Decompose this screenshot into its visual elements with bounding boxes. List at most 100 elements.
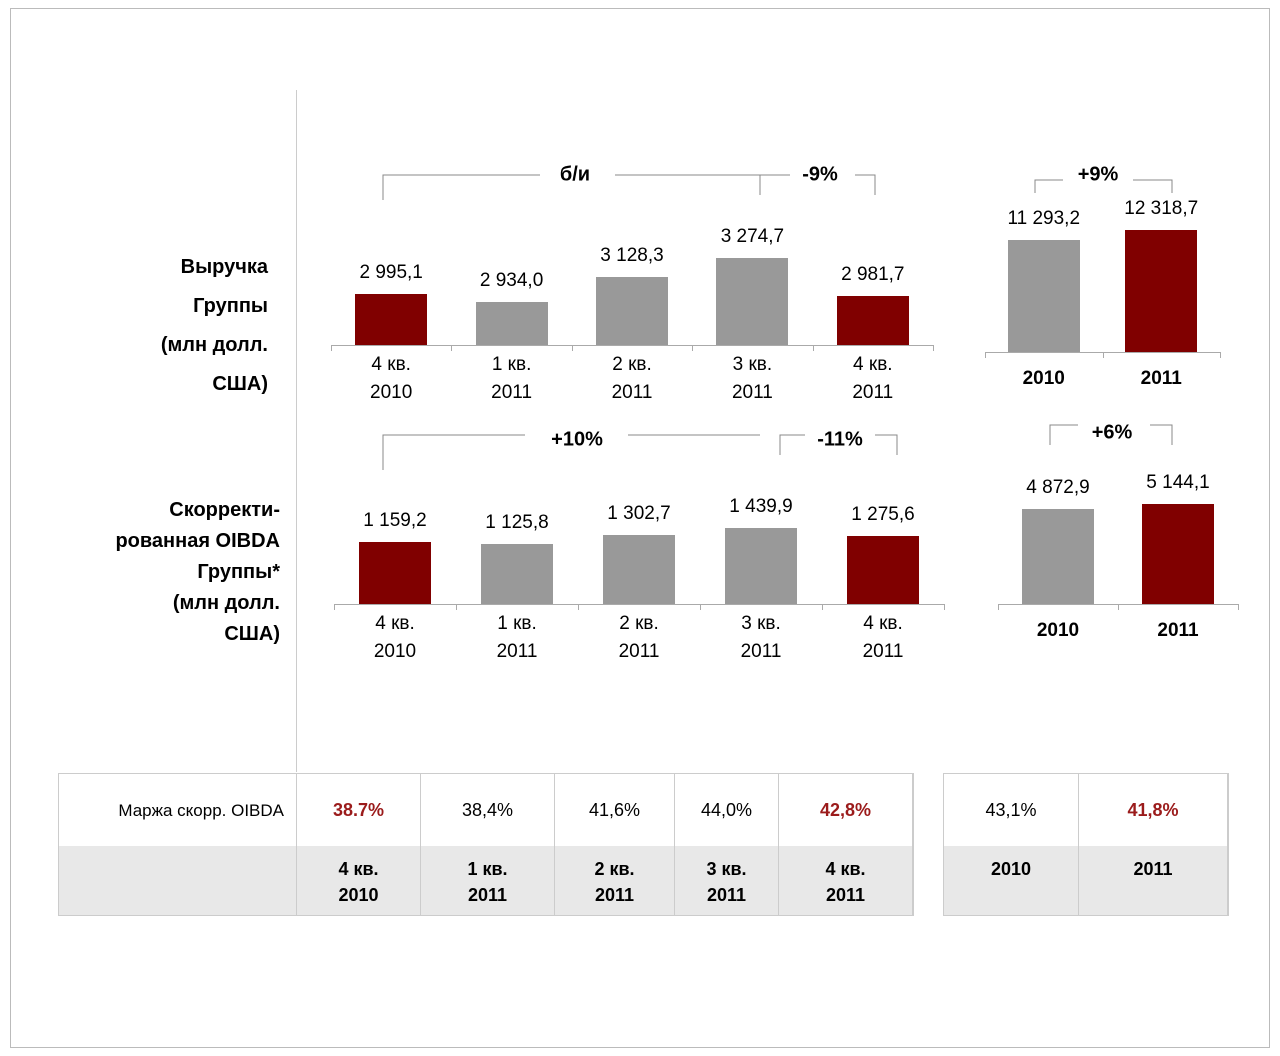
value-label: 3 128,3 — [600, 244, 664, 266]
axis-tick — [1238, 604, 1239, 610]
annotation: +6% — [1091, 421, 1133, 444]
x-tick-label: 2 кв. 2011 — [618, 613, 660, 662]
axis-tick — [571, 345, 573, 351]
value-label: 11 293,2 — [1007, 207, 1081, 229]
value-label: 4 872,9 — [1026, 476, 1090, 498]
margin-table: Маржа скорр. OIBDA 38.7% 4 кв. 2010 38,4% 1 … — [58, 773, 914, 916]
table-cell: 42,8% — [779, 774, 913, 846]
cell-text: 38.7% — [332, 799, 385, 820]
axis-tick — [578, 604, 579, 610]
x-tick-label: 4 кв. 2011 — [862, 613, 904, 662]
x-tick-label: 4 кв. 2010 — [373, 613, 417, 662]
bar — [1022, 508, 1094, 604]
cell-text: 1 кв. 2011 — [467, 859, 508, 905]
table-cell: 2 кв. 2011 — [555, 846, 675, 915]
bar — [1007, 239, 1080, 352]
cell-text: 4 кв. 2010 — [338, 859, 379, 905]
row-label-line: Группы — [193, 295, 268, 317]
table-label-bg — [59, 846, 297, 915]
cell-text: 44,0% — [700, 799, 753, 820]
table-cell: 2011 — [1079, 846, 1228, 915]
row-label-line: Выручка — [180, 256, 268, 278]
value-label: 2 995,1 — [359, 262, 423, 284]
cell-text: 2 кв. 2011 — [594, 859, 635, 905]
row-label-line: Группы* — [197, 561, 280, 583]
x-tick-label: 2011 — [1140, 368, 1182, 389]
value-label: 12 318,7 — [1124, 197, 1199, 219]
row-label-line: (млн долл. — [160, 334, 268, 356]
brackets — [382, 174, 1173, 470]
row-label: Выручка Группы (млн долл. США) — [161, 248, 268, 404]
cell-text: 38,4% — [461, 799, 514, 820]
axis-tick — [933, 345, 934, 351]
table-cell: 4 кв. 2010 — [297, 846, 421, 915]
axis-tick — [944, 604, 945, 610]
cell-text: 41,8% — [1127, 799, 1179, 820]
axis-tick — [822, 604, 823, 610]
bar — [1142, 503, 1214, 604]
margin-table-annual: 43,1% 2010 41,8% 2011 — [943, 773, 1229, 916]
row-label: Скорректи- рованная OIBDA Группы* (млн д… — [115, 495, 280, 650]
x-tick-label: 2010 — [1022, 368, 1065, 389]
frame — [10, 8, 1270, 1048]
axis-tick — [692, 345, 694, 351]
axis-tick — [700, 604, 701, 610]
cell-text: 42,8% — [819, 799, 872, 820]
axis-tick — [451, 345, 453, 351]
cell-text: 3 кв. 2011 — [706, 859, 747, 905]
bar — [1125, 229, 1198, 352]
x-tick-label: 4 кв. 2010 — [370, 354, 413, 403]
value-label: 1 125,8 — [485, 512, 549, 534]
bar — [481, 544, 553, 604]
row-label-line: США) — [212, 373, 268, 395]
value-label: 1 439,9 — [729, 495, 793, 517]
axis-tick — [1220, 352, 1221, 358]
x-tick-label: 2 кв. 2011 — [611, 354, 653, 403]
x-tick-label: 2010 — [1036, 620, 1080, 641]
annotation: -11% — [817, 428, 863, 451]
table-cell: 41,8% — [1079, 774, 1228, 846]
axis-tick — [1118, 604, 1119, 610]
x-tick-label: 2011 — [1157, 620, 1199, 641]
bar — [847, 536, 919, 604]
cell-text: 41,6% — [588, 799, 641, 820]
table-cell: 2010 — [944, 846, 1079, 915]
bar — [716, 258, 789, 345]
row-label-line: рованная OIBDA — [115, 530, 280, 552]
table-cell: 41,6% — [555, 774, 675, 846]
axis-line — [334, 604, 944, 605]
row-label-line: (млн долл. — [172, 592, 280, 614]
table-cell: 43,1% — [944, 774, 1079, 846]
x-tick-label: 4 кв. 2011 — [852, 354, 894, 403]
value-label: 1 159,2 — [363, 510, 427, 532]
table-cell: 38,4% — [421, 774, 555, 846]
table-cell: 3 кв. 2011 — [675, 846, 779, 915]
axis-tick — [998, 604, 999, 610]
value-label: 5 144,1 — [1146, 471, 1210, 493]
axis-tick — [331, 345, 332, 351]
table-label: Маржа скорр. OIBDA — [59, 774, 297, 846]
value-label: 2 934,0 — [479, 269, 544, 291]
cell-text: 2010 — [990, 859, 1032, 879]
row-label-line: США) — [224, 623, 280, 645]
annotation: б/и — [559, 163, 591, 186]
value-label: 1 302,7 — [607, 502, 671, 524]
cell-text: 43,1% — [985, 799, 1037, 820]
table-cell: 4 кв. 2011 — [779, 846, 913, 915]
annotation: -9% — [802, 163, 838, 186]
annotation: +9% — [1077, 163, 1119, 186]
bar — [596, 276, 668, 345]
annotation: +10% — [551, 428, 603, 451]
value-label: 3 274,7 — [720, 226, 785, 248]
table-cell: 38.7% — [297, 774, 421, 846]
bar — [603, 534, 675, 604]
bar — [355, 294, 428, 345]
x-tick-label: 3 кв. 2011 — [731, 354, 773, 403]
bar — [359, 542, 431, 604]
bar — [475, 301, 548, 345]
axis-tick — [985, 352, 986, 358]
cell-text: 4 кв. 2011 — [825, 859, 866, 905]
bar — [836, 295, 909, 345]
